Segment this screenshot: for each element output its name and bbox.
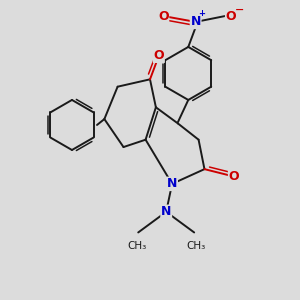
Text: N: N <box>167 177 177 190</box>
Text: −: − <box>235 4 244 14</box>
Text: O: O <box>154 49 164 62</box>
Text: O: O <box>229 170 239 183</box>
Text: CH₃: CH₃ <box>127 241 146 251</box>
Text: N: N <box>190 15 201 28</box>
Text: O: O <box>226 10 236 22</box>
Text: +: + <box>199 9 206 18</box>
Text: CH₃: CH₃ <box>186 241 205 251</box>
Text: N: N <box>161 205 171 218</box>
Text: O: O <box>158 10 169 22</box>
